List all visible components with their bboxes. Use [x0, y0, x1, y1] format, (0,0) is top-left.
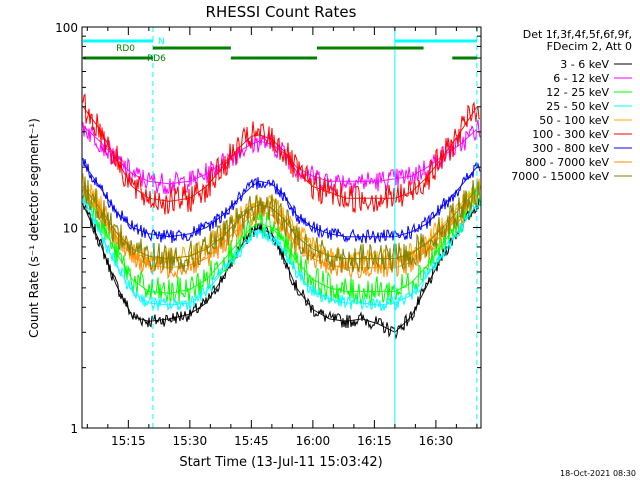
series-line-25-50-kev: [82, 197, 478, 306]
x-tick-label-15-45: 15:45: [234, 434, 269, 448]
legend-label-12-25-kev: 12 - 25 keV: [546, 86, 609, 99]
annotation-group: N RD0 RD6: [83, 27, 478, 428]
chart-title: RHESSI Count Rates: [206, 3, 357, 21]
x-tick-label-15-30: 15:30: [173, 434, 208, 448]
flag-label-1: RD0: [116, 44, 135, 54]
axes-group: 15:15 15:30 15:45 16:00 16:15 16:30 1 10 100: [55, 21, 482, 448]
x-tick-label-15-15: 15:15: [111, 434, 146, 448]
series-trace-25-50-kev: [82, 195, 481, 312]
legend: Det 1f,3f,4f,5f,6f,9f,FDecim 2, Att 0 3 -…: [511, 28, 632, 183]
legend-label-800-7000-kev: 800 - 7000 keV: [525, 156, 609, 169]
legend-label-25-50-kev: 25 - 50 keV: [546, 100, 609, 113]
series-trace-3-6-kev: [82, 198, 481, 340]
series-trace-300-800-kev: [82, 157, 481, 244]
series-trace-100-300-kev: [82, 93, 481, 215]
timestamp-footer: 18-Oct-2021 08:30: [560, 469, 636, 478]
legend-label-300-800-kev: 300 - 800 keV: [532, 142, 609, 155]
y-axis-label: Count Rate (s⁻¹ detector segment⁻¹): [27, 118, 41, 338]
y-tick-label-1: 1: [70, 422, 78, 436]
y-tick-label-10: 10: [63, 222, 78, 236]
x-tick-label-16-00: 16:00: [296, 434, 331, 448]
legend-label-3-6-kev: 3 - 6 keV: [560, 58, 609, 71]
x-axis-label: Start Time (13-Jul-11 15:03:42): [179, 455, 382, 470]
legend-label-7000-15000-kev: 7000 - 15000 keV: [511, 170, 609, 183]
x-tick-label-16-15: 16:15: [357, 434, 392, 448]
flag-label-2: RD6: [147, 54, 166, 64]
legend-header-line-1: FDecim 2, Att 0: [547, 40, 632, 53]
series-group: [82, 93, 481, 340]
flag-label-0: N: [158, 37, 165, 47]
legend-label-100-300-kev: 100 - 300 keV: [532, 128, 609, 141]
series-trace-7000-15000-kev: [82, 176, 481, 274]
legend-label-50-100-kev: 50 - 100 keV: [539, 114, 609, 127]
legend-header-line-0: Det 1f,3f,4f,5f,6f,9f,: [523, 28, 632, 41]
x-tick-label-16-30: 16:30: [419, 434, 454, 448]
y-tick-label-100: 100: [55, 21, 78, 35]
legend-label-6-12-kev: 6 - 12 keV: [553, 72, 609, 85]
